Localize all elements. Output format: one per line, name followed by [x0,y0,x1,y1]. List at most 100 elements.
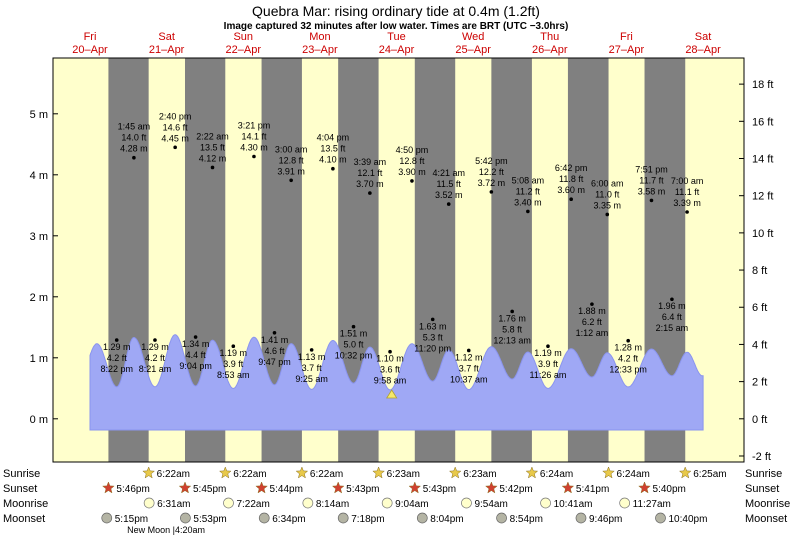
moonset-time: 8:54pm [510,514,543,525]
moonset-icon [496,512,507,524]
tide-time: 2:22 am [196,131,229,141]
sunrise-icon [295,466,309,479]
moonset-time: 6:34pm [272,514,305,525]
tide-height-m: 3.90 m [398,167,426,177]
tide-marker [569,197,573,201]
tide-height-m: 3.39 m [673,198,701,208]
new-moon-label: New Moon |4:20am [127,525,205,535]
tide-marker [132,155,136,160]
moonrise-event: 6:31am [143,497,190,510]
y-tick-label: 10 ft [752,228,773,240]
sunset-icon [638,481,651,494]
tide-height-m: 3.58 m [638,186,666,196]
sunrise-icon [142,466,156,479]
moonset-row-label-right: Moonset [745,513,787,525]
tide-time: 12:33 pm [609,365,647,375]
moonrise-event: 7:22am [223,497,270,510]
tide-time: 8:21 am [139,364,172,374]
tide-height-m: 1.10 m [376,354,404,364]
moonrise-icon [461,497,472,509]
tide-marker [272,330,277,335]
y-tick-label: 2 ft [752,377,767,389]
tide-height-m: 1.13 m [298,352,326,362]
sunset-time: 5:43pm [346,484,379,495]
tide-height-ft: 13.5 ft [320,144,346,154]
plot-frame [52,57,745,463]
tide-time: 10:32 pm [335,351,373,361]
moonset-event: 10:40pm [655,512,707,525]
tide-height-ft: 6.2 ft [582,317,603,327]
tide-time: 6:42 pm [555,163,588,173]
day-date: 23–Apr [302,44,338,56]
tide-height-m: 3.52 m [435,190,463,200]
low-tide-label: 1.88 m6.2 ft1:12 am [576,302,608,338]
tide-marker [331,166,335,171]
tide-height-m: 1.96 m [658,301,686,311]
moonrise-time: 9:54am [474,499,507,510]
tide-height-ft: 12.2 ft [479,167,505,177]
tide-time: 9:58 am [374,376,407,386]
moonset-icon [575,512,587,524]
tide-marker [368,191,372,195]
day-of-week: Thu [540,31,559,43]
tide-height-m: 3.72 m [478,178,506,188]
y-tick-label: 16 ft [752,116,773,128]
moonset-event: 8:54pm [496,512,543,525]
sunrise-icon [525,466,539,479]
tide-marker [685,210,689,214]
y-axis-right: -2 ft 0 ft 2 ft 4 ft 6 ft 8 ft 10 ft 12 ft 14 ft… [739,79,773,463]
tide-time: 7:51 pm [635,164,668,174]
tide-height-ft: 6.4 ft [662,312,683,322]
day-of-week: Wed [462,31,484,43]
tide-time: 3:39 am [354,157,387,167]
y-tick-label: 12 ft [752,191,773,203]
low-tide-label: 1.29 m4.2 ft8:21 am [139,338,172,374]
tide-height-m: 1.34 m [182,339,210,349]
tide-height-ft: 11.2 ft [516,186,541,196]
y-tick-label: -2 ft [752,451,771,463]
tide-height-m: 4.10 m [319,155,347,165]
day-of-week: Tue [387,31,406,43]
tide-marker [670,297,674,302]
moonrise-icon [143,497,155,509]
tide-time: 4:50 pm [396,145,429,155]
moonset-icon [258,512,270,524]
sunset-event: 5:45pm [178,481,226,495]
tide-marker [210,165,215,170]
moonrise-time: 8:14am [316,499,349,510]
tide-height-ft: 14.0 ft [121,133,147,143]
y-tick-label: 0 m [30,414,48,426]
sunset-event: 5:43pm [408,481,456,495]
tide-height-ft: 13.5 ft [200,142,226,152]
sunset-time: 5:41pm [576,484,609,495]
y-tick-label: 4 ft [752,339,767,351]
day-date: 20–Apr [72,44,108,56]
y-tick-label: 0 ft [752,414,767,426]
moonset-event: 8:04pm [416,512,464,525]
moonrise-icon [223,497,234,509]
tide-marker [173,145,177,150]
sunset-event: 5:46pm [102,481,150,495]
tide-marker [289,178,293,183]
low-tide-label: 1.19 m3.9 ft8:53 am [217,344,250,380]
moonset-icon [655,512,666,524]
tide-time: 5:08 am [512,175,545,185]
tide-marker [605,212,610,217]
sunset-event: 5:43pm [331,481,380,495]
sunrise-event: 6:23am [448,466,497,480]
tide-height-ft: 14.1 ft [241,132,267,142]
tide-height-m: 1.76 m [498,313,526,323]
sunset-icon [561,481,575,494]
